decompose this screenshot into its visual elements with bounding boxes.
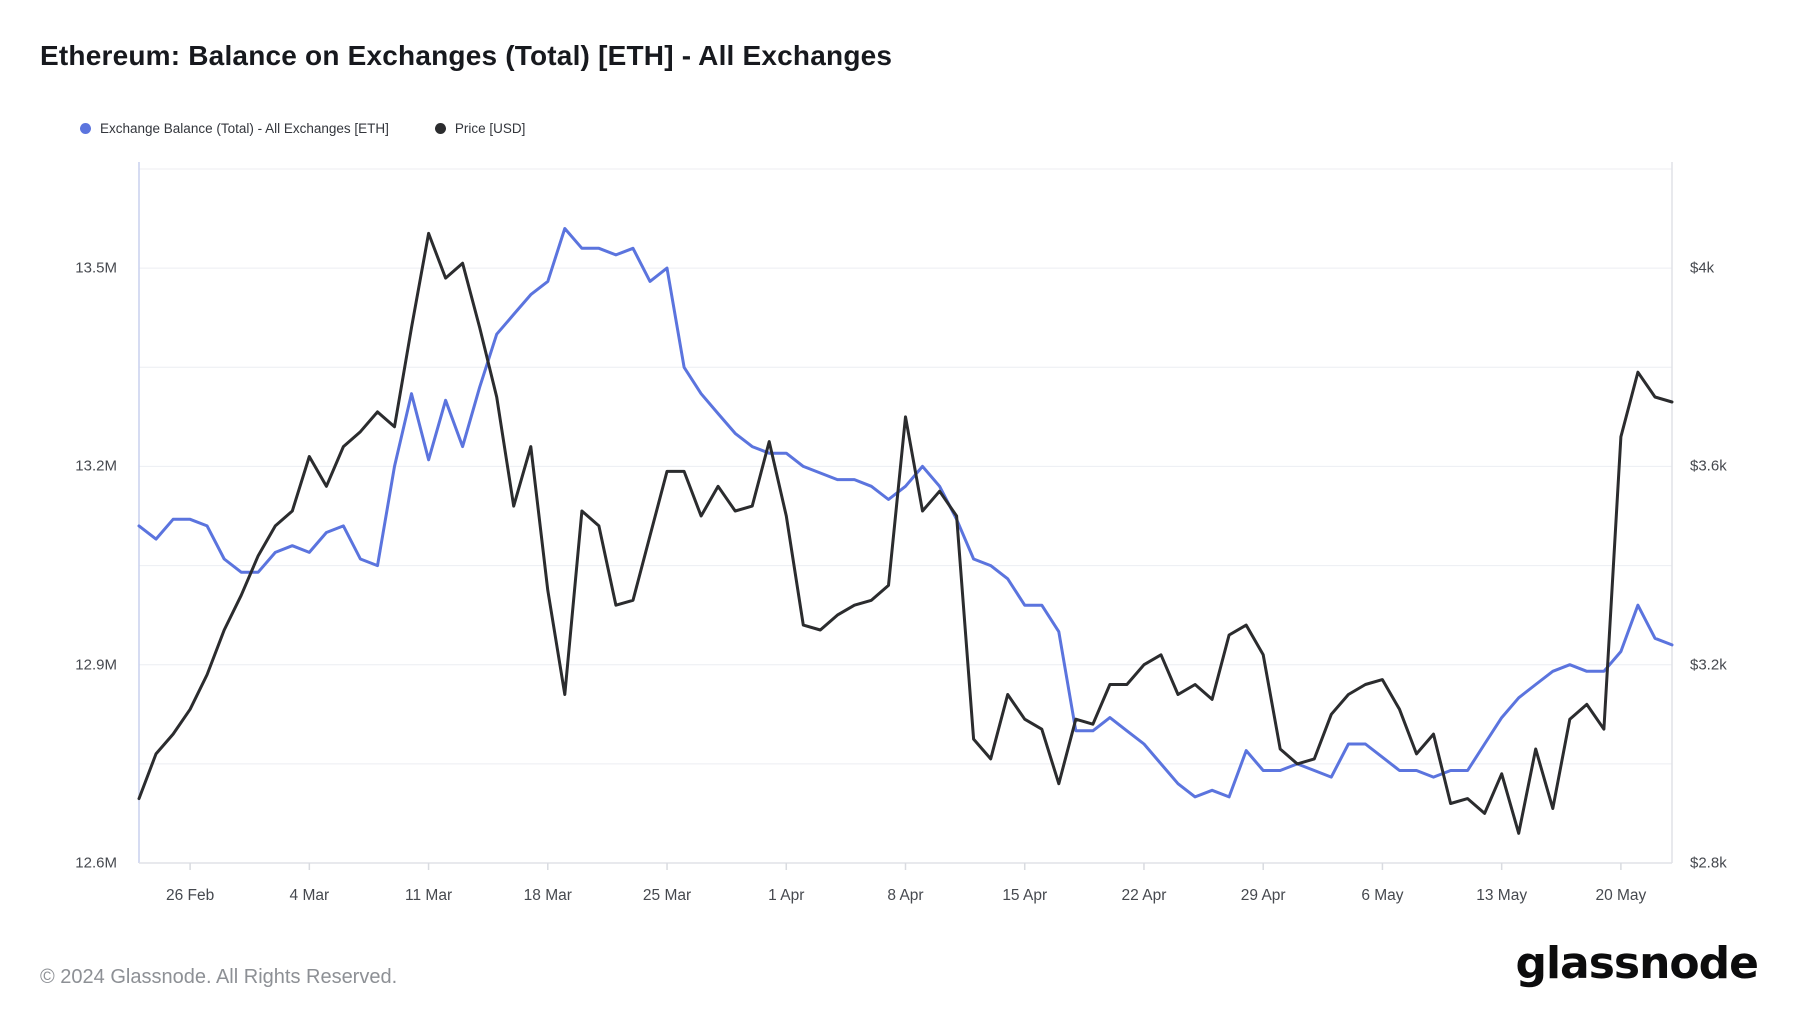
legend-label: Exchange Balance (Total) - All Exchanges… — [100, 121, 389, 136]
x-axis-label: 6 May — [1361, 887, 1404, 904]
series-line-exchange-balance[interactable] — [137, 227, 1674, 799]
legend-label: Price [USD] — [454, 121, 526, 136]
y-axis-label-right: $2.8k — [1690, 854, 1727, 872]
y-axis-label-right: $3.2k — [1690, 656, 1727, 674]
x-axis-label: 26 Feb — [165, 887, 215, 904]
x-axis-label: 18 Mar — [523, 887, 572, 904]
legend-dot-icon — [80, 123, 91, 134]
y-axis-label-left: 13.2M — [75, 457, 117, 475]
chart-legend: Exchange Balance (Total) - All Exchanges… — [80, 121, 525, 136]
page-title: Ethereum: Balance on Exchanges (Total) [… — [40, 40, 893, 71]
copyright-text: © 2024 Glassnode. All Rights Reserved. — [40, 966, 398, 988]
x-axis-label: 8 Apr — [887, 887, 924, 904]
series-line-price[interactable] — [137, 231, 1674, 835]
y-axis-label-right: $4k — [1690, 259, 1715, 277]
x-axis-label: 20 May — [1595, 887, 1647, 904]
legend-dot-icon — [434, 123, 446, 134]
legend-item-exchange-balance[interactable]: Exchange Balance (Total) - All Exchanges… — [80, 121, 389, 136]
y-axis-label-left: 12.6M — [75, 854, 117, 872]
y-axis-label-left: 12.9M — [75, 656, 117, 674]
y-axis-label-right: $3.6k — [1690, 457, 1727, 475]
legend-item-price[interactable]: Price [USD] — [434, 121, 526, 136]
glassnode-logo: glassnode — [1515, 938, 1759, 989]
x-axis-label: 29 Apr — [1240, 887, 1286, 904]
x-axis-label: 1 Apr — [768, 887, 805, 904]
y-axis-label-left: 13.5M — [75, 259, 117, 277]
x-axis-label: 22 Apr — [1121, 887, 1167, 904]
x-axis-label: 13 May — [1476, 887, 1528, 904]
x-axis-label: 15 Apr — [1002, 887, 1048, 904]
x-axis-label: 25 Mar — [642, 887, 692, 904]
x-axis-label: 11 Mar — [405, 887, 453, 904]
x-axis-label: 4 Mar — [289, 887, 330, 904]
